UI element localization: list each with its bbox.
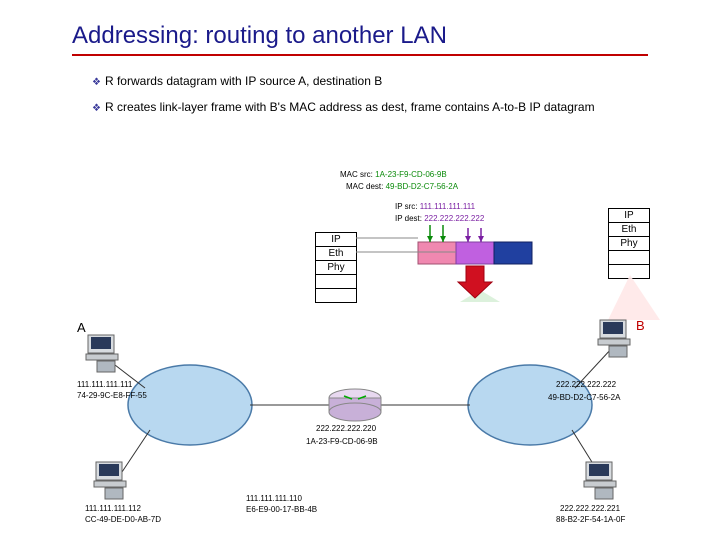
router-left-mac: E6-E9-00-17-BB-4B [246,505,317,514]
host-a-mac: 74-29-9C-E8-FF-55 [77,391,147,400]
router-right-mac: 1A-23-F9-CD-06-9B [306,437,378,446]
diagram-svg [0,0,720,540]
router-left-ip: 111.111.111.110 [246,494,302,503]
host-a2-mac: CC-49-DE-D0-AB-7D [85,515,161,524]
host-a2-ip: 111.111.111.112 [85,504,141,513]
host-b-ip: 222.222.222.222 [556,380,616,389]
host-b2-ip: 222.222.222.221 [560,504,620,513]
router-right-ip: 222.222.222.220 [316,424,376,433]
host-b-label: B [636,318,645,333]
host-a-label: A [77,320,86,335]
host-a-ip: 111.111.111.111 [77,380,132,389]
host-b2-mac: 88-B2-2F-54-1A-0F [556,515,625,524]
host-b-mac: 49-BD-D2-C7-56-2A [548,393,620,402]
